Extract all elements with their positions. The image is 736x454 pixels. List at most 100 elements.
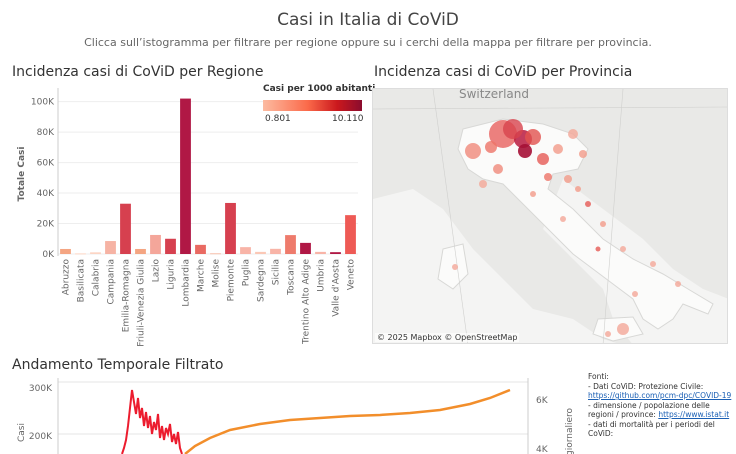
province-circle[interactable] [544,173,552,181]
sources-panel: Fonti: - Dati CoViD: Protezione Civile: … [588,372,732,439]
category-label: Calabria [92,259,102,296]
bar-chart-title: Incidenza casi di CoViD per Regione [12,64,264,80]
page-subtitle: Clicca sull’istogramma per filtrare per … [84,36,652,49]
bar-sicilia[interactable] [270,248,281,254]
legend-color-ramp [263,100,362,111]
category-label: Piemonte [227,259,237,302]
bar-umbria[interactable] [315,251,326,254]
category-label: Sicilia [272,259,282,285]
category-label: Toscana [287,259,297,296]
category-label: Basilicata [77,259,87,302]
istat-link[interactable]: https://www.istat.it [658,410,730,419]
bars[interactable] [60,98,356,255]
y-tick-label: 100K [31,98,55,108]
y-tick-label: 20K [37,220,55,230]
sources-line-1: - Dati CoViD: Protezione Civile: [588,381,704,391]
province-circle[interactable] [553,144,563,154]
category-label: Sardegna [257,259,267,302]
legend-title: Casi per 1000 abitanti [263,84,376,94]
province-circle[interactable] [675,281,681,287]
category-label: Lombardia [182,259,192,307]
province-map[interactable]: Switzerland © 2025 Mapbox © OpenStreetMa… [372,88,728,344]
province-circle[interactable] [564,175,572,183]
province-circle[interactable] [620,246,626,252]
province-circle[interactable] [568,129,578,139]
bar-sardegna[interactable] [255,251,266,254]
bar-trentino-alto-adige[interactable] [300,242,311,254]
category-label: Trentino Alto Adige [302,259,312,345]
province-circle[interactable] [575,186,581,192]
line-chart-title: Andamento Temporale Filtrato [12,357,224,373]
province-circle[interactable] [479,180,487,188]
province-circle[interactable] [579,150,587,158]
category-label: Valle d'Aosta [332,259,342,317]
province-circle[interactable] [617,323,629,335]
bar-campania[interactable] [105,241,116,254]
province-circles[interactable] [452,119,681,337]
category-label: Friuli-Venezia Giulia [137,259,147,346]
bar-abruzzo[interactable] [60,248,71,254]
province-circle[interactable] [605,331,611,337]
y-tick-label: 80K [37,128,55,138]
protezione-civile-link[interactable]: https://github.com/pcm-dpc/COVID-19 [588,391,732,400]
y-tick-label: 0K [42,250,55,260]
y-tick-label: 60K [37,159,55,169]
bar-friuli-venezia-giulia[interactable] [135,248,146,254]
category-label: Lazio [152,259,162,283]
bar-valle-d-aosta[interactable] [330,252,341,254]
category-label: Molise [212,259,222,288]
bar-lazio[interactable] [150,234,161,254]
y-axis-label: Totale Casi [17,147,27,202]
y-axis: 0K 20K 40K 60K 80K 100K [31,88,358,260]
category-label: Emilia-Romagna [122,259,132,332]
province-circle[interactable] [530,191,536,197]
y-tick-label: 300K [29,384,53,394]
bar-emilia-romagna[interactable] [120,203,131,254]
bar-toscana[interactable] [285,235,296,254]
province-circle[interactable] [537,153,549,165]
sources-heading: Fonti: [588,372,609,381]
province-circle[interactable] [595,246,601,252]
province-circle[interactable] [560,216,566,222]
right-axis-label: giornaliero [565,407,575,454]
province-circle[interactable] [465,143,481,159]
legend-min: 0.801 [265,114,291,124]
province-circle[interactable] [585,201,591,207]
bar-calabria[interactable] [90,252,101,254]
bar-basilicata[interactable] [75,253,86,255]
map-attribution[interactable]: © 2025 Mapbox © OpenStreetMap [375,333,520,342]
bar-lombardia[interactable] [180,98,191,254]
y-tick-label: 40K [37,189,55,199]
bar-marche[interactable] [195,244,206,254]
province-circle[interactable] [452,264,458,270]
sources-line-2: - dimensione / popolazione delle regioni… [588,400,710,420]
category-label: Puglia [242,259,252,286]
province-circle[interactable] [503,119,523,139]
bar-molise[interactable] [210,253,221,255]
category-label: Campania [107,259,117,305]
province-circle[interactable] [493,164,503,174]
province-circle[interactable] [600,221,606,227]
total-cases-line [184,388,511,454]
daily-cases-line [121,389,183,454]
province-circle[interactable] [650,261,656,267]
legend-max: 10.110 [332,114,364,124]
category-label: Veneto [347,259,357,291]
map-country-label: Switzerland [459,88,529,101]
bar-veneto[interactable] [345,215,356,254]
bar-chart[interactable]: Totale Casi 0K 20K 40K 60K 80K 100K Abruzzo Ba… [0,84,370,346]
bar-piemonte[interactable] [225,202,236,254]
category-labels: Abruzzo Basilicata Calabria Campania Emilia-… [62,259,357,346]
y2-tick-label: 4K [536,445,549,454]
bar-puglia[interactable] [240,247,251,254]
line-chart[interactable]: 300K 200K 6K 4K Casi giornaliero [0,378,586,454]
province-circle[interactable] [518,144,532,158]
category-label: Umbria [317,259,327,292]
province-circle[interactable] [525,129,541,145]
category-label: Abruzzo [62,259,72,296]
province-circle[interactable] [632,291,638,297]
page-title: Casi in Italia di CoViD [277,10,459,30]
y-tick-label: 200K [29,432,53,442]
province-circle[interactable] [485,141,497,153]
bar-liguria[interactable] [165,238,176,254]
